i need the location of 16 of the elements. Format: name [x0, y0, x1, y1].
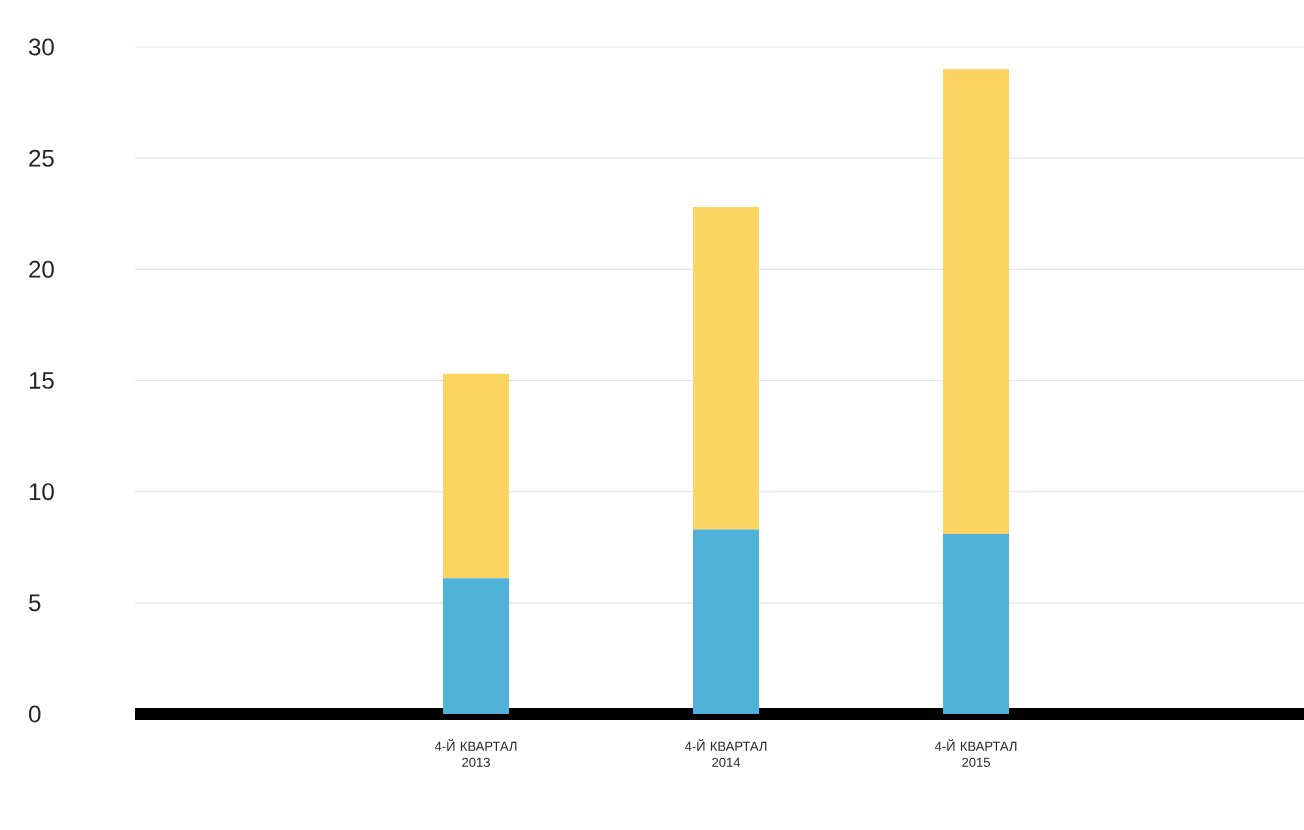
y-tick-label: 30: [28, 38, 54, 56]
x-tick-label: 4-Й КВАРТАЛ 2014: [684, 739, 767, 767]
bar: [443, 373, 510, 579]
bar: [943, 69, 1010, 534]
bar: [943, 533, 1010, 714]
bar: [443, 578, 510, 714]
bar: [693, 529, 760, 714]
y-tick-label: 20: [29, 260, 54, 278]
x-tick-label: 4-Й КВАРТАЛ 2013: [434, 739, 517, 767]
y-tick-label: 10: [29, 483, 54, 501]
bar: [693, 207, 760, 530]
y-tick-label: 25: [29, 149, 54, 167]
y-tick-label: 5: [29, 594, 41, 612]
y-tick-label: 15: [29, 372, 54, 389]
y-tick-label: 0: [29, 705, 41, 723]
x-tick-label: 4-Й КВАРТАЛ 2015: [934, 739, 1017, 767]
